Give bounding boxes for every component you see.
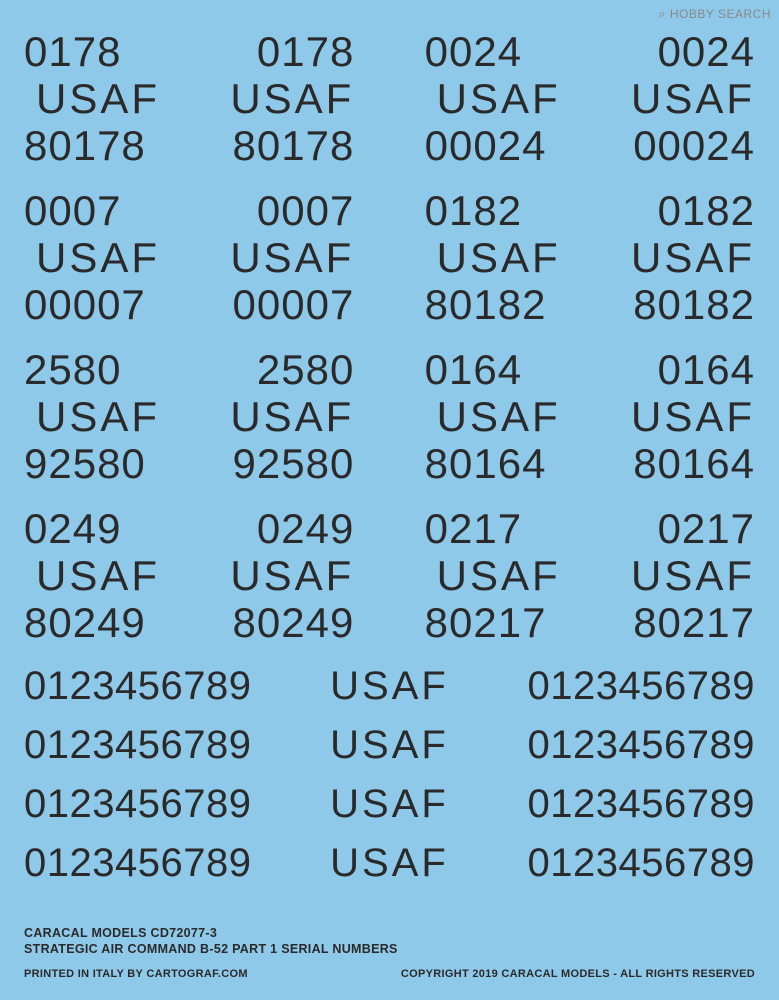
serial-short: 0178 [230,28,354,75]
footer-line3: PRINTED IN ITALY BY CARTOGRAF.COM [24,968,398,980]
serial-full: 00007 [24,281,160,328]
serial-full: 80217 [631,599,755,646]
serial-full: 80217 [425,599,561,646]
digits-usaf: USAF [330,723,449,768]
serial-usaf: USAF [24,75,160,122]
serial-group: 0182USAF80182 [425,187,561,328]
serial-usaf: USAF [631,552,755,599]
serial-short: 0178 [24,28,160,75]
serial-group: 0007USAF00007 [24,187,160,328]
digits-left: 0123456789 [24,841,251,886]
serial-group: 0217USAF80217 [631,505,755,646]
serial-short: 0249 [24,505,160,552]
digit-row: 0123456789 USAF 0123456789 [24,664,755,709]
serial-short: 0007 [24,187,160,234]
serial-group: 0178USAF80178 [230,28,354,169]
serial-full: 00024 [425,122,561,169]
serial-usaf: USAF [24,552,160,599]
serial-full: 00024 [631,122,755,169]
serial-group-row: 0178USAF801780178USAF801780024USAF000240… [24,28,755,169]
serial-usaf: USAF [631,393,755,440]
footer-line1: CARACAL MODELS CD72077-3 [24,926,398,940]
digits-left: 0123456789 [24,782,251,827]
digits-usaf: USAF [330,841,449,886]
serial-group: 0024USAF00024 [425,28,561,169]
serial-usaf: USAF [24,393,160,440]
watermark: ⌕ HOBBY SEARCH [658,6,771,22]
footer-left: CARACAL MODELS CD72077-3 STRATEGIC AIR C… [24,926,398,980]
serial-short: 0249 [230,505,354,552]
serial-full: 80182 [425,281,561,328]
serial-usaf: USAF [425,234,561,281]
serial-usaf: USAF [631,75,755,122]
serial-short: 0182 [425,187,561,234]
digit-rows: 0123456789USAF01234567890123456789USAF01… [24,664,755,886]
footer-right: COPYRIGHT 2019 CARACAL MODELS - ALL RIGH… [401,968,755,980]
digits-right: 0123456789 [528,723,755,768]
digits-right: 0123456789 [528,841,755,886]
serial-usaf: USAF [425,75,561,122]
serial-group: 0024USAF00024 [631,28,755,169]
footer: CARACAL MODELS CD72077-3 STRATEGIC AIR C… [24,926,755,980]
decal-sheet: ⌕ HOBBY SEARCH 0178USAF801780178USAF8017… [0,0,779,1000]
serial-short: 0182 [631,187,755,234]
serial-usaf: USAF [425,552,561,599]
serial-group: 2580USAF92580 [230,346,354,487]
serial-group: 0217USAF80217 [425,505,561,646]
digit-row: 0123456789 USAF 0123456789 [24,782,755,827]
digits-usaf: USAF [330,664,449,709]
serial-group: 0164USAF80164 [631,346,755,487]
serial-full: 80249 [24,599,160,646]
serial-group: 2580USAF92580 [24,346,160,487]
serial-short: 2580 [24,346,160,393]
serial-usaf: USAF [230,234,354,281]
serial-full: 80164 [631,440,755,487]
serial-short: 0024 [631,28,755,75]
digit-row: 0123456789 USAF 0123456789 [24,723,755,768]
serial-group-row: 0007USAF000070007USAF000070182USAF801820… [24,187,755,328]
serial-full: 80164 [425,440,561,487]
serial-full: 80178 [230,122,354,169]
serial-group-row: 0249USAF802490249USAF802490217USAF802170… [24,505,755,646]
digits-left: 0123456789 [24,664,251,709]
serial-group: 0249USAF80249 [24,505,160,646]
serial-usaf: USAF [24,234,160,281]
digits-right: 0123456789 [528,782,755,827]
digits-right: 0123456789 [528,664,755,709]
serial-full: 80182 [631,281,755,328]
serial-usaf: USAF [631,234,755,281]
serial-full: 00007 [230,281,354,328]
serial-full: 92580 [24,440,160,487]
serial-group: 0182USAF80182 [631,187,755,328]
digits-left: 0123456789 [24,723,251,768]
serial-short: 0164 [631,346,755,393]
serial-usaf: USAF [230,552,354,599]
serial-full: 92580 [230,440,354,487]
serial-short: 0217 [425,505,561,552]
serial-short: 2580 [230,346,354,393]
search-icon: ⌕ [658,6,666,22]
serial-full: 80178 [24,122,160,169]
serial-usaf: USAF [230,393,354,440]
serial-short: 0024 [425,28,561,75]
serial-short: 0164 [425,346,561,393]
serial-short: 0007 [230,187,354,234]
serial-groups-grid: 0178USAF801780178USAF801780024USAF000240… [24,28,755,646]
serial-group: 0164USAF80164 [425,346,561,487]
digits-usaf: USAF [330,782,449,827]
serial-group: 0249USAF80249 [230,505,354,646]
footer-line2: STRATEGIC AIR COMMAND B-52 PART 1 SERIAL… [24,942,398,956]
digit-row: 0123456789 USAF 0123456789 [24,841,755,886]
serial-usaf: USAF [230,75,354,122]
serial-usaf: USAF [425,393,561,440]
serial-group: 0178USAF80178 [24,28,160,169]
watermark-text: HOBBY SEARCH [670,7,771,21]
serial-full: 80249 [230,599,354,646]
serial-group-row: 2580USAF925802580USAF925800164USAF801640… [24,346,755,487]
serial-short: 0217 [631,505,755,552]
serial-group: 0007USAF00007 [230,187,354,328]
